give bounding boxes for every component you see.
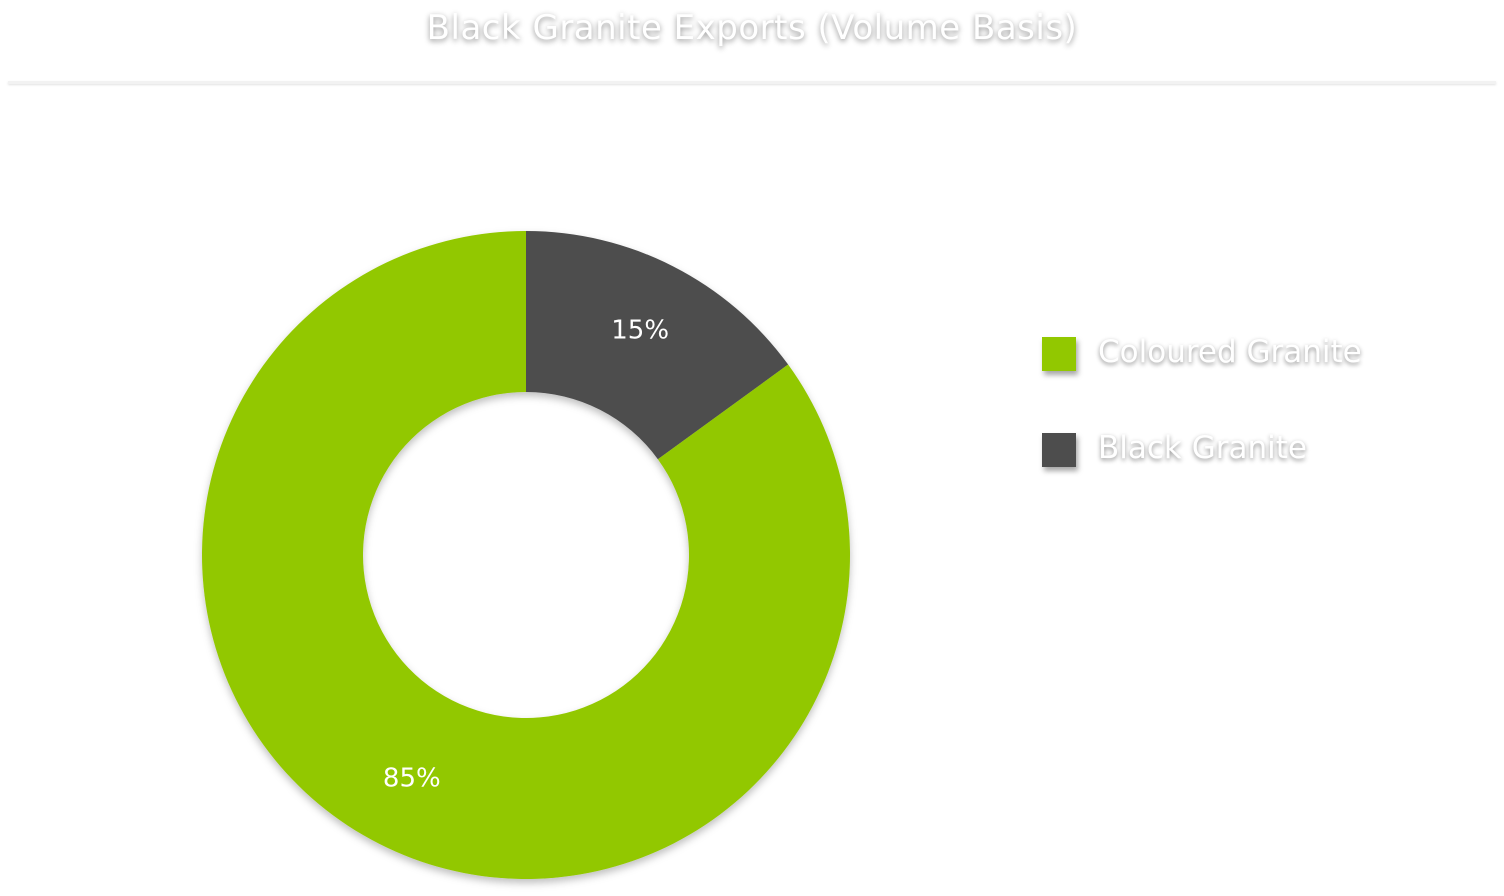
donut-slice-black-granite[interactable] (526, 231, 789, 460)
donut-data-labels: 15% 85% (383, 315, 669, 793)
donut-slice-coloured-granite[interactable] (202, 230, 851, 879)
data-label-coloured-granite: 85% (383, 764, 441, 794)
data-label-black-granite: 15% (611, 315, 669, 345)
legend-swatch-black-granite (1042, 433, 1076, 467)
legend-label-black-granite: Black Granite (1098, 430, 1307, 466)
chart-title: Black Granite Exports (Volume Basis) (426, 8, 1078, 48)
legend-label-coloured-granite: Coloured Granite (1098, 334, 1362, 370)
title-divider (8, 81, 1496, 84)
legend-swatch-coloured-granite (1042, 337, 1076, 371)
donut-slices (202, 230, 851, 879)
